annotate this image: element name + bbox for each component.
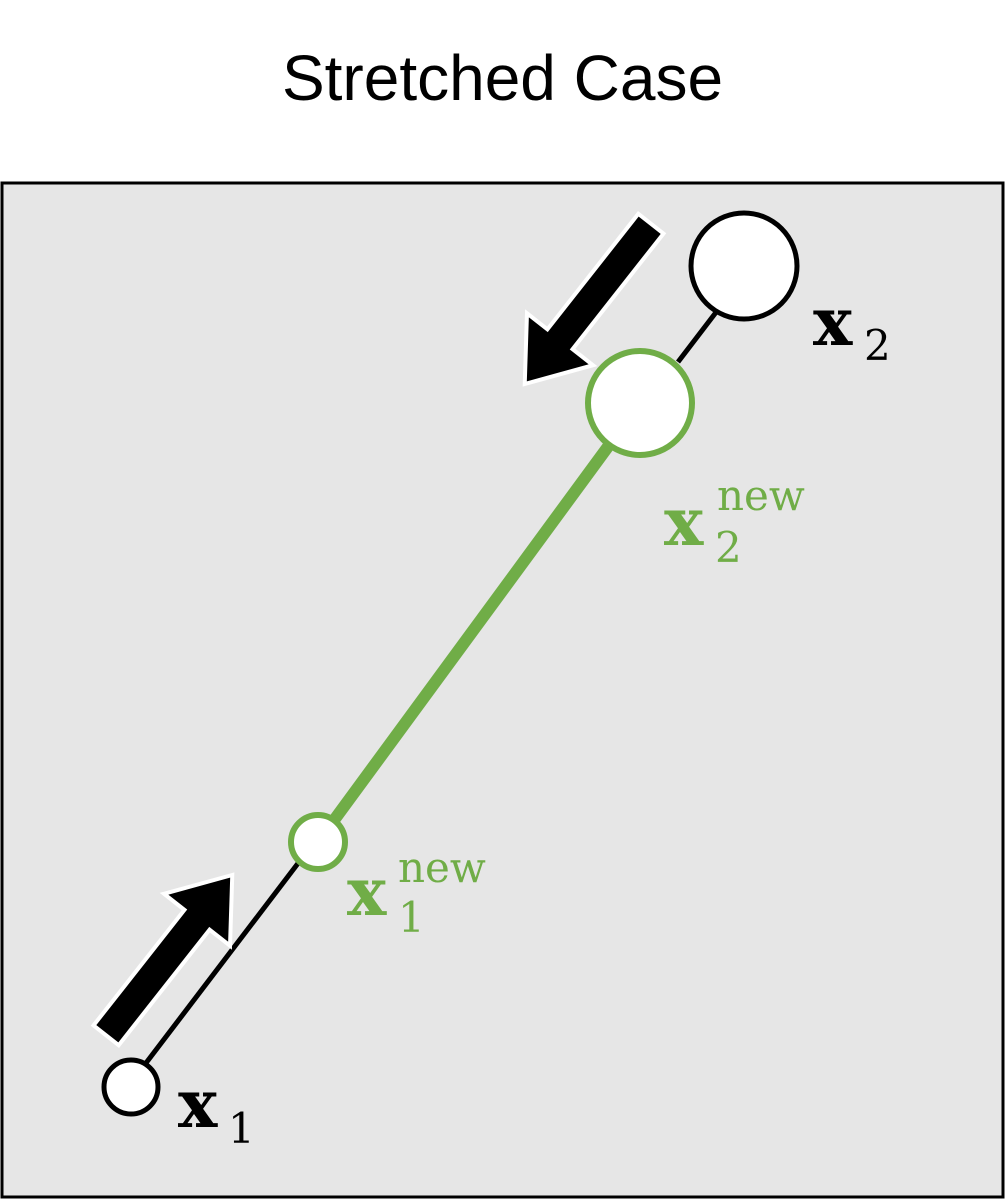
label-x1: x 1 (178, 1065, 255, 1153)
particle-x1-new (288, 812, 348, 872)
label-x1-new-sub: 1 (398, 893, 425, 942)
diagram-panel (0, 181, 1005, 1199)
label-x1-new: x 1 new (347, 843, 486, 942)
new-constraint-segment (313, 399, 645, 846)
old-constraint-segment-upper (676, 309, 719, 364)
label-x1-sub: 1 (228, 1104, 255, 1153)
arrow-up-right-icon (90, 872, 235, 1049)
label-x2-new-sup: new (717, 471, 805, 520)
label-x1-base: x (178, 1065, 218, 1143)
arrow-down-left-icon (522, 210, 667, 387)
label-x2-new-base: x (664, 483, 704, 561)
diagram-title: Stretched Case (281, 42, 724, 114)
label-x2-base: x (813, 283, 853, 361)
particle-x2-new (585, 348, 695, 458)
label-x2-new-sub: 2 (715, 523, 742, 572)
particle-x2 (688, 210, 800, 322)
label-x2-sub: 2 (864, 321, 891, 370)
label-x2-new: x 2 new (664, 471, 805, 572)
label-x1-new-sup: new (398, 843, 486, 892)
label-x1-new-base: x (347, 853, 387, 931)
particle-x1 (101, 1057, 161, 1117)
old-constraint-segment-lower (144, 860, 301, 1065)
label-x2: x 2 (813, 283, 891, 370)
